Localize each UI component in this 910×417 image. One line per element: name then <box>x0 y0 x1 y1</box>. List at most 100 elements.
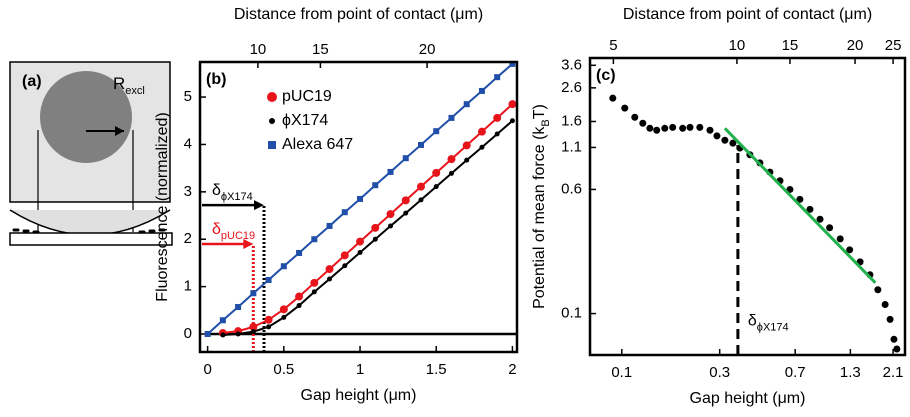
square-marker <box>387 168 394 175</box>
panel-label: (a) <box>22 73 42 90</box>
dot-marker <box>836 235 844 243</box>
dot-marker <box>621 104 629 112</box>
dot-marker <box>250 329 256 335</box>
dot-marker <box>342 263 348 269</box>
y-axis-label: Fluorescence (normalized) <box>154 112 171 301</box>
y-tick-label: 3.6 <box>561 56 582 73</box>
dot-marker <box>846 246 854 254</box>
dot-marker <box>327 276 333 282</box>
x-tick-label: 0.5 <box>273 361 294 378</box>
square-marker <box>219 317 226 324</box>
x2-tick-label: 10 <box>250 41 267 58</box>
series-line <box>222 120 514 336</box>
dot-marker <box>669 123 677 131</box>
y-tick-label: 1.1 <box>561 138 582 155</box>
panel-a: (a) Rexcl <box>9 61 173 246</box>
dot-marker <box>816 215 824 223</box>
dot-marker <box>432 168 441 177</box>
legend-label: ϕX174 <box>282 112 328 129</box>
dot-marker <box>639 119 647 127</box>
dot-marker <box>340 251 349 260</box>
delta-label-sub: ϕX174 <box>221 191 253 203</box>
square-marker <box>250 290 257 297</box>
square-marker <box>265 276 272 283</box>
dot-marker <box>508 100 517 109</box>
legend-label: Alexa 647 <box>282 136 353 153</box>
dot-marker <box>477 127 486 136</box>
square-marker <box>311 236 318 243</box>
x2-axis-label: Distance from point of contact (μm) <box>234 6 483 23</box>
delta-label: δϕX174 <box>212 182 253 203</box>
dot-marker <box>386 210 395 219</box>
dot-marker <box>416 182 425 191</box>
panel-label: (b) <box>206 71 226 88</box>
dot-marker <box>479 144 485 150</box>
dot-marker <box>372 236 378 242</box>
arrow-head <box>115 126 124 136</box>
y-tick-label: 2.6 <box>561 79 582 96</box>
dot-marker <box>264 315 273 324</box>
square-marker <box>372 182 379 189</box>
dot-marker <box>509 118 515 124</box>
square-marker <box>296 249 303 256</box>
y-tick-label: 1.6 <box>561 112 582 129</box>
x2-axis-label: Distance from point of contact (μm) <box>623 6 872 23</box>
radius-symbol: R <box>113 74 125 93</box>
radius-subscript: excl <box>125 85 145 97</box>
dot-marker <box>388 223 394 229</box>
dot-marker <box>706 126 714 134</box>
dot-marker <box>890 335 898 343</box>
square-marker <box>357 195 364 202</box>
delta-label: δpUC19 <box>212 221 255 242</box>
legend-marker <box>269 118 275 124</box>
x2-tick-label: 10 <box>729 37 746 54</box>
dot-marker <box>686 123 694 131</box>
y-tick-label: 0.1 <box>561 305 582 322</box>
x2-tick-label: 25 <box>885 37 902 54</box>
square-marker <box>402 155 409 162</box>
y-tick-label: 4 <box>184 135 192 152</box>
dot-marker <box>653 126 661 134</box>
dot-marker <box>266 324 272 330</box>
x-tick-label: 1 <box>356 361 364 378</box>
dot-marker <box>447 155 456 164</box>
dot-marker <box>356 237 365 246</box>
particles <box>12 228 166 234</box>
dot-marker <box>249 322 258 331</box>
y-axis-label-sub: B <box>540 119 552 126</box>
dot-marker <box>796 195 804 203</box>
square-marker <box>326 222 333 229</box>
dot-marker <box>310 278 319 287</box>
dot-marker <box>371 223 380 232</box>
x2-tick-label: 15 <box>782 37 799 54</box>
dot-marker <box>433 184 439 190</box>
delta-label: δϕX174 <box>748 313 789 334</box>
dot-marker <box>296 303 302 309</box>
dot-marker <box>679 124 687 132</box>
y-axis-label-tail: T) <box>531 104 548 119</box>
dot-marker <box>357 249 363 255</box>
square-marker <box>204 330 211 337</box>
dot-marker <box>696 123 704 131</box>
delta-label-main: δ <box>212 182 221 199</box>
x-tick-label: 2.1 <box>883 364 904 381</box>
delta-label-main: δ <box>212 221 221 238</box>
legend-marker <box>268 141 276 149</box>
x-tick-label: 0.3 <box>709 364 730 381</box>
y-tick-label: 2 <box>184 230 192 247</box>
y-axis-label-main: Potential of mean force (k <box>531 126 548 309</box>
dot-marker <box>401 196 410 205</box>
y-axis-label: Potential of mean force (kBT) <box>531 104 552 309</box>
square-marker <box>478 87 485 94</box>
plot-frame <box>588 56 907 357</box>
delta-label-main: δ <box>748 313 757 330</box>
legend-label: pUC19 <box>282 88 332 105</box>
square-marker <box>463 101 470 108</box>
y-tick-label: 1 <box>184 278 192 295</box>
dot-marker <box>893 345 901 353</box>
series-line <box>222 103 514 335</box>
y-tick-label: 5 <box>184 88 192 105</box>
x2-tick-label: 15 <box>312 41 329 58</box>
dot-marker <box>464 157 470 163</box>
dot-marker <box>462 141 471 150</box>
